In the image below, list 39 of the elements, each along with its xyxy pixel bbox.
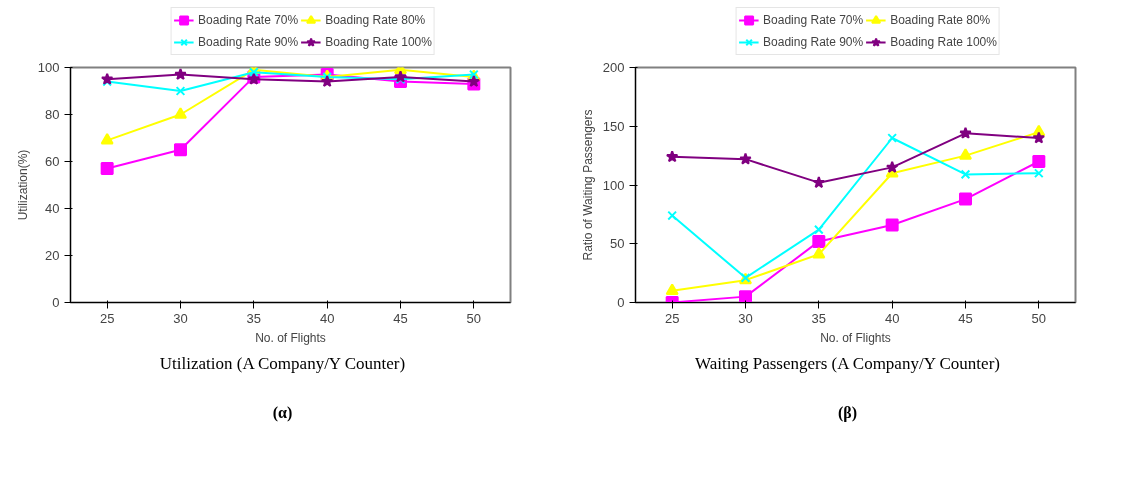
text: Utilization (A Company/Y Counter) [159, 353, 406, 375]
x-tick-label: 45 [958, 310, 973, 326]
x-axis-title: No. of Flights [820, 330, 891, 345]
legend-label: Boading Rate 90% [763, 35, 864, 49]
y-tick-label: 100 [37, 60, 60, 75]
y-tick-label: 0 [617, 295, 625, 310]
legend-label: Boading Rate 80% [890, 13, 991, 27]
y-tick-label: 100 [602, 177, 625, 193]
text: Waiting Passengers (A Company/Y Counter) [695, 353, 1000, 375]
legend-label: Boading Rate 80% [325, 13, 426, 27]
legend-label: Boading Rate 70% [763, 13, 864, 27]
y-tick-label: 0 [52, 295, 60, 310]
x-tick-label: 25 [99, 310, 115, 326]
x-tick-label: 40 [884, 310, 900, 326]
y-axis-title: Utilization(%) [15, 149, 30, 221]
y-tick-label: 200 [602, 60, 625, 75]
x-tick-label: 25 [664, 310, 680, 326]
y-tick-label: 40 [45, 201, 60, 216]
y-tick-label: 150 [602, 118, 625, 134]
legend-label: Boading Rate 100% [325, 35, 432, 49]
y-tick-label: 50 [610, 236, 625, 252]
x-tick-label: 30 [738, 310, 753, 326]
x-axis-title: No. of Flights [255, 330, 326, 345]
x-tick-label: 40 [319, 310, 335, 326]
text: (α) [272, 403, 293, 424]
y-tick-label: 80 [45, 107, 60, 122]
x-tick-label: 50 [466, 310, 482, 326]
x-tick-label: 30 [173, 310, 188, 326]
x-tick-label: 35 [811, 310, 827, 326]
legend-label: Boading Rate 100% [890, 35, 997, 49]
legend-label: Boading Rate 70% [198, 13, 299, 27]
x-tick-label: 45 [393, 310, 408, 326]
x-tick-label: 50 [1031, 310, 1047, 326]
y-axis-title: Ratio of Waiting Passengers [580, 109, 595, 261]
x-tick-label: 35 [246, 310, 262, 326]
text: (β) [837, 403, 858, 424]
legend-label: Boading Rate 90% [198, 35, 299, 49]
y-tick-label: 60 [45, 154, 60, 169]
y-tick-label: 20 [45, 248, 60, 263]
